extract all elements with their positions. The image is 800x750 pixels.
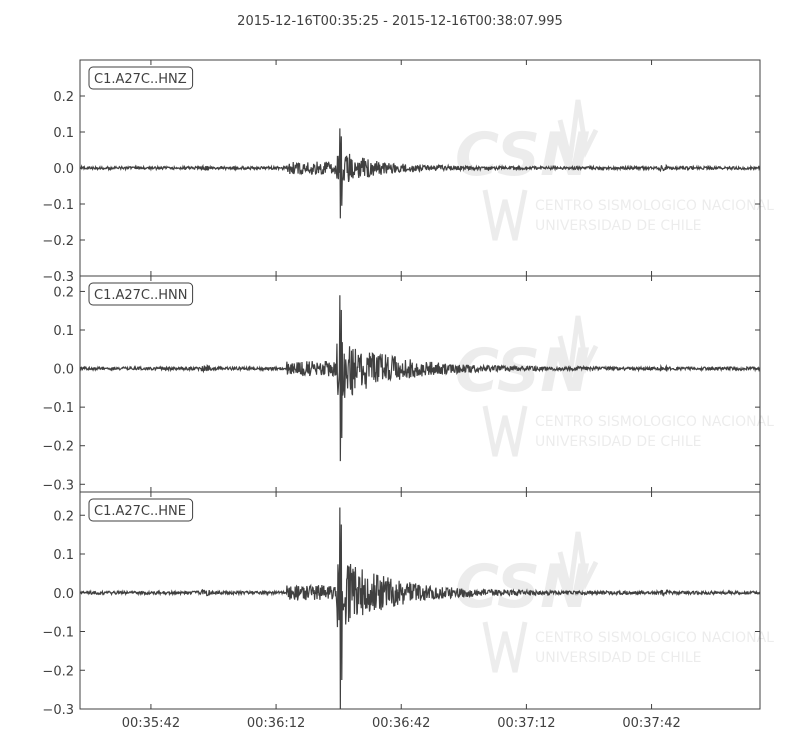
y-tick-label: 0.0 (53, 162, 74, 177)
y-tick-label: −0.1 (42, 401, 74, 416)
seismic-trace (79, 295, 761, 462)
y-tick-label: −0.2 (42, 664, 74, 679)
panel-frame (79, 491, 761, 710)
y-tick-label: −0.3 (42, 270, 74, 285)
y-tick-label: −0.2 (42, 234, 74, 249)
y-tick-label: 0.2 (53, 90, 74, 105)
seismic-trace (79, 507, 761, 710)
csn-watermark: CSN CENTRO SISMOLOGICO NACIONAL UNIVERSIDA… (455, 531, 774, 673)
y-tick-label: 0.2 (53, 285, 74, 300)
y-tick-label: −0.1 (42, 198, 74, 213)
svg-text:CENTRO SISMOLOGICO NACIONAL: CENTRO SISMOLOGICO NACIONAL (535, 630, 774, 646)
channel-label-text: C1.A27C..HNE (94, 504, 186, 519)
x-tick-label: 00:36:42 (372, 716, 430, 731)
y-tick-label: 0.1 (53, 548, 74, 563)
y-tick-label: −0.1 (42, 626, 74, 641)
svg-text:UNIVERSIDAD DE CHILE: UNIVERSIDAD DE CHILE (535, 434, 702, 450)
y-tick-label: 0.2 (53, 509, 74, 524)
trace-panels: CSN CENTRO SISMOLOGICO NACIONAL UNIVERSIDA… (42, 59, 774, 731)
x-tick-label: 00:37:42 (622, 716, 680, 731)
channel-label: C1.A27C..HNN (88, 282, 194, 306)
panel-frame (79, 275, 761, 493)
seismic-trace (79, 128, 761, 219)
channel-label-text: C1.A27C..HNN (94, 288, 187, 303)
y-tick-label: 0.0 (53, 587, 74, 602)
y-tick-label: 0.0 (53, 363, 74, 378)
svg-text:CSN: CSN (455, 120, 590, 190)
y-tick-label: −0.2 (42, 440, 74, 455)
csn-watermark: CSN CENTRO SISMOLOGICO NACIONAL UNIVERSIDA… (455, 99, 774, 241)
svg-text:CENTRO SISMOLOGICO NACIONAL: CENTRO SISMOLOGICO NACIONAL (535, 198, 774, 214)
x-tick-label: 00:37:12 (497, 716, 555, 731)
trace-panel: CSN CENTRO SISMOLOGICO NACIONAL UNIVERSIDA… (42, 491, 774, 718)
channel-label: C1.A27C..HNE (88, 498, 194, 522)
channel-label-text: C1.A27C..HNZ (94, 72, 187, 87)
svg-text:UNIVERSIDAD DE CHILE: UNIVERSIDAD DE CHILE (535, 218, 702, 234)
y-tick-label: −0.3 (42, 478, 74, 493)
x-tick-label: 00:35:42 (122, 716, 180, 731)
y-tick-label: −0.3 (42, 703, 74, 718)
figure-title: 2015-12-16T00:35:25 - 2015-12-16T00:38:0… (237, 14, 563, 29)
y-tick-label: 0.1 (53, 324, 74, 339)
x-tick-label: 00:36:12 (247, 716, 305, 731)
y-tick-label: 0.1 (53, 126, 74, 141)
svg-text:CSN: CSN (455, 552, 590, 622)
svg-text:CENTRO SISMOLOGICO NACIONAL: CENTRO SISMOLOGICO NACIONAL (535, 414, 774, 430)
trace-panel: CSN CENTRO SISMOLOGICO NACIONAL UNIVERSIDA… (42, 59, 774, 285)
channel-label: C1.A27C..HNZ (88, 66, 194, 90)
svg-text:UNIVERSIDAD DE CHILE: UNIVERSIDAD DE CHILE (535, 650, 702, 666)
